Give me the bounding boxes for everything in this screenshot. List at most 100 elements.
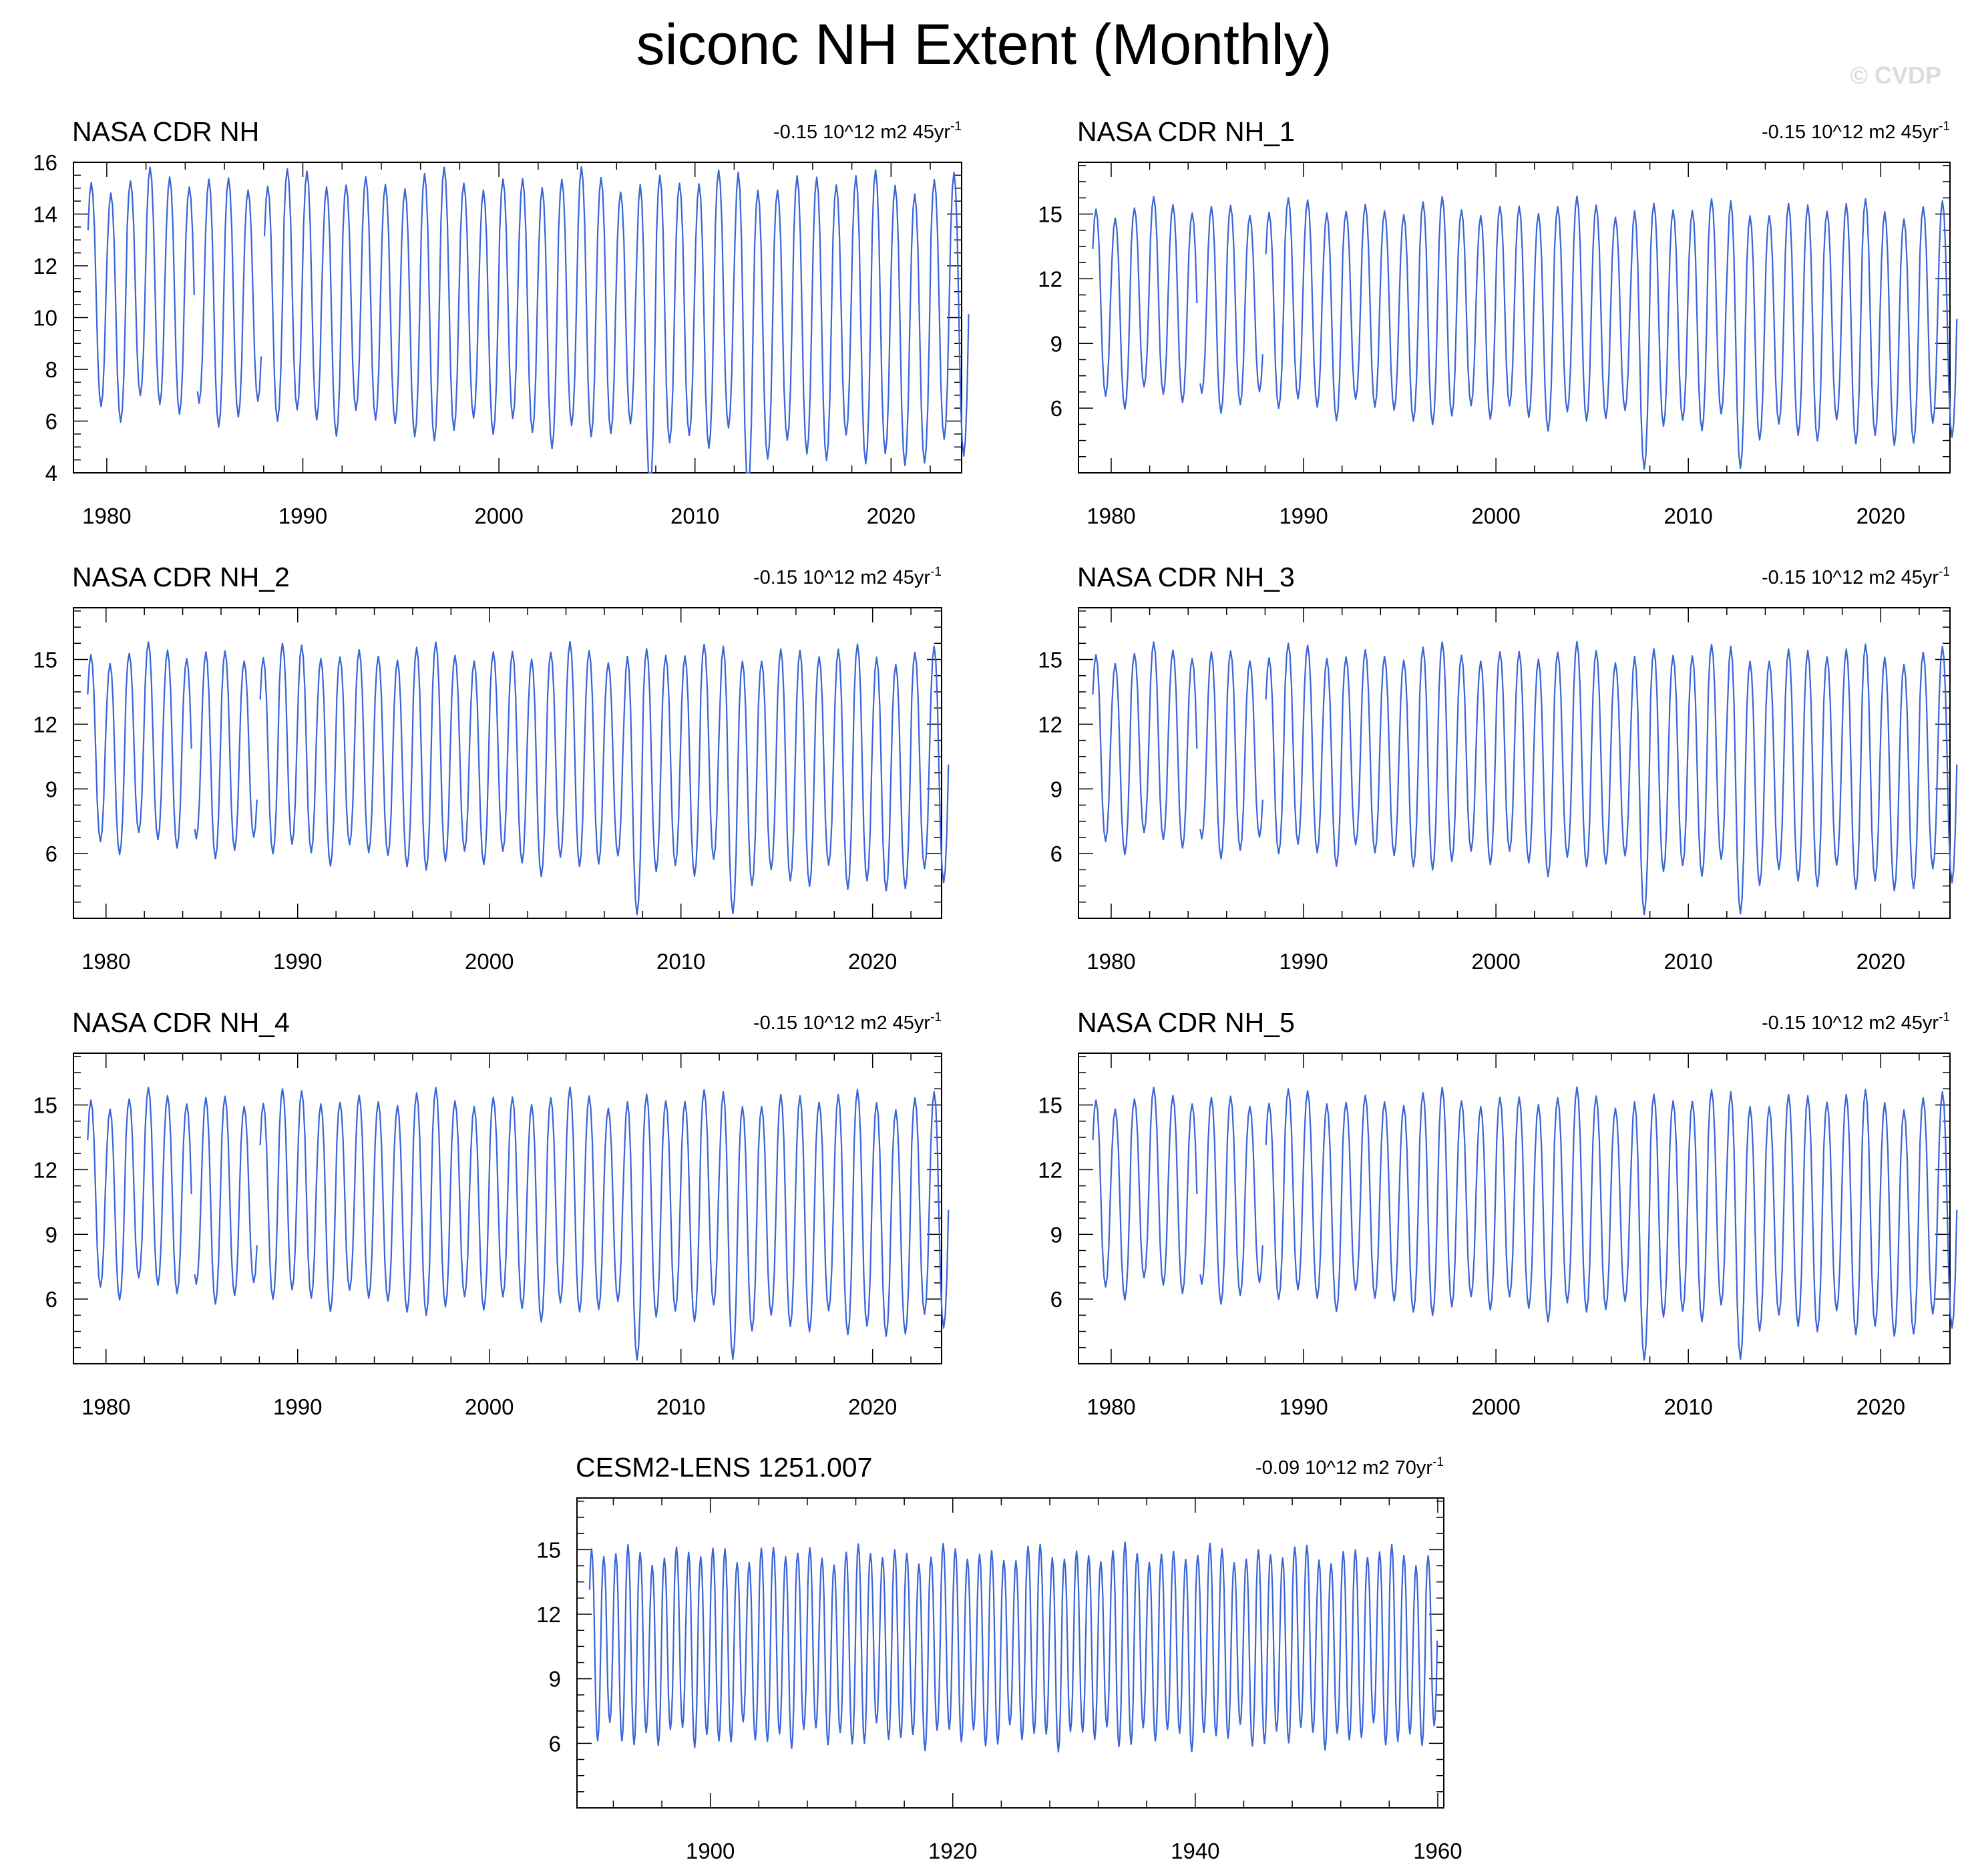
trend-label: -0.09 10^12 m2 70yr-1 [1255,1455,1444,1479]
y-tick-label: 9 [1050,331,1062,356]
panel-title: NASA CDR NH_5 [1077,1007,1295,1038]
x-tick-label: 2000 [1471,949,1520,974]
panel-6: NASA CDR NH_5 -0.15 10^12 m2 45yr-1 1980 19… [1038,1007,1958,1419]
y-tick-label: 6 [45,841,57,866]
panel-2: NASA CDR NH_1 -0.15 10^12 m2 45yr-1 1980 19… [1038,116,1958,528]
plot-frame [1078,162,1951,474]
y-tick-label: 12 [536,1602,561,1627]
plot-frame [1078,1053,1951,1364]
x-tick-label: 1900 [686,1839,735,1863]
x-tick-label: 2000 [474,504,523,528]
y-tick-label: 15 [536,1537,561,1562]
x-tick-label: 1990 [278,504,327,528]
x-tick-label: 2010 [1664,949,1713,974]
y-tick-label: 15 [33,648,57,673]
y-tick-label: 12 [33,1157,57,1182]
y-tick-label: 6 [45,409,57,434]
panel-4: NASA CDR NH_3 -0.15 10^12 m2 45yr-1 1980 19… [1038,562,1958,974]
x-tick-label: 2000 [1471,504,1520,528]
x-tick-label: 1920 [928,1839,977,1863]
series-line [1092,640,1958,916]
trend-label: -0.15 10^12 m2 45yr-1 [753,565,942,588]
series-line [87,166,970,474]
y-tick-label: 15 [1038,1093,1062,1118]
x-tick-label: 1960 [1413,1839,1462,1863]
x-tick-label: 1980 [1087,949,1135,974]
plot-frame [1078,607,1951,919]
series-line [588,1541,1438,1753]
panel-title: NASA CDR NH_1 [1077,116,1295,147]
x-tick-label: 1990 [273,949,322,974]
y-tick-label: 9 [45,777,57,801]
panel-5: NASA CDR NH_4 -0.15 10^12 m2 45yr-1 1980 19… [33,1007,950,1419]
y-tick-label: 16 [33,150,57,175]
y-tick-label: 12 [1038,712,1062,737]
panel-title: NASA CDR NH_4 [72,1007,290,1038]
x-tick-label: 2020 [1856,504,1905,528]
trend-exponent: -1 [930,565,942,579]
plot-frame [73,607,942,919]
y-tick-label: 9 [1050,777,1062,801]
x-tick-label: 2010 [1664,504,1713,528]
y-tick-label: 6 [549,1731,561,1756]
series-line [87,640,950,916]
panel-title: NASA CDR NH_2 [72,562,290,592]
x-tick-label: 2000 [465,1394,514,1419]
x-tick-label: 1980 [1087,1394,1135,1419]
x-tick-label: 2010 [1664,1394,1713,1419]
y-tick-label: 8 [45,357,57,382]
x-tick-label: 2010 [656,949,705,974]
y-tick-label: 15 [1038,202,1062,227]
credit-watermark: © CVDP [1850,61,1941,89]
panel-7: CESM2-LENS 1251.007 -0.09 10^12 m2 70yr-1… [536,1452,1462,1863]
plot-frame [576,1497,1444,1809]
y-tick-label: 14 [33,202,57,227]
series-line [87,1086,950,1361]
panel-title: NASA CDR NH [72,116,259,147]
y-tick-label: 15 [1038,648,1062,673]
trend-exponent: -1 [1939,565,1950,579]
y-tick-label: 6 [1050,396,1062,421]
x-tick-label: 2000 [1471,1394,1520,1419]
trend-exponent: -1 [1432,1455,1444,1469]
y-tick-label: 12 [1038,266,1062,291]
plot-frame [73,1053,942,1364]
y-tick-label: 12 [33,254,57,278]
x-tick-label: 2020 [1856,949,1905,974]
x-tick-label: 1990 [1279,949,1328,974]
x-tick-label: 2020 [848,949,897,974]
trend-label: -0.15 10^12 m2 45yr-1 [773,120,962,143]
series-line [1092,195,1958,470]
x-tick-label: 1980 [81,1394,130,1419]
y-tick-label: 6 [1050,841,1062,866]
trend-label: -0.15 10^12 m2 45yr-1 [1762,565,1950,588]
panel-title: CESM2-LENS 1251.007 [576,1452,872,1483]
trend-exponent: -1 [950,120,962,134]
x-tick-label: 2020 [848,1394,897,1419]
y-tick-label: 9 [45,1222,57,1247]
x-tick-label: 1990 [273,1394,322,1419]
y-tick-label: 4 [45,461,57,486]
y-tick-label: 9 [549,1667,561,1692]
y-tick-label: 6 [45,1287,57,1312]
y-tick-label: 9 [1050,1222,1062,1247]
figure-title: siconc NH Extent (Monthly) [636,13,1332,77]
trend-exponent: -1 [1939,120,1950,134]
x-tick-label: 2000 [465,949,514,974]
y-tick-label: 15 [33,1093,57,1118]
x-tick-label: 1980 [82,504,131,528]
panel-1: NASA CDR NH -0.15 10^12 m2 45yr-1 1980 1990… [33,116,970,528]
x-tick-label: 1980 [81,949,130,974]
y-tick-label: 10 [33,306,57,331]
trend-label: -0.15 10^12 m2 45yr-1 [1762,1010,1950,1034]
y-tick-label: 12 [33,712,57,737]
panel-3: NASA CDR NH_2 -0.15 10^12 m2 45yr-1 1980 19… [33,562,950,974]
x-tick-label: 2010 [656,1394,705,1419]
x-tick-label: 1990 [1279,504,1328,528]
x-tick-label: 1980 [1087,504,1135,528]
x-tick-label: 2010 [670,504,719,528]
y-tick-label: 12 [1038,1157,1062,1182]
trend-exponent: -1 [1939,1010,1950,1024]
trend-exponent: -1 [930,1010,942,1024]
